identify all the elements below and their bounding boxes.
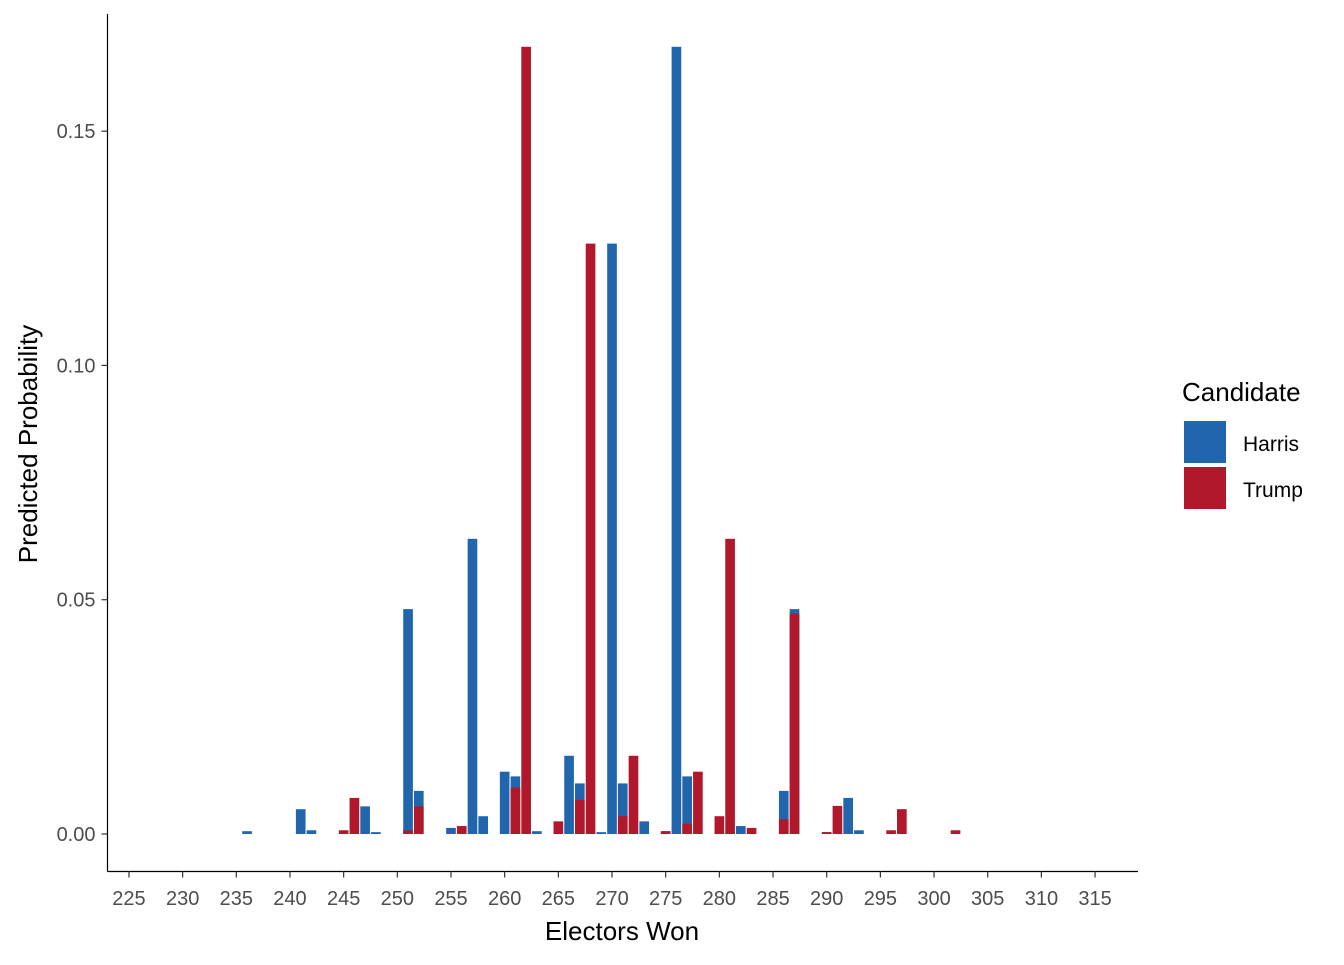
x-tick-label: 240 <box>273 888 306 910</box>
bar-harris-286 <box>778 790 789 835</box>
legend-swatch-trump <box>1184 467 1226 509</box>
bar-harris-248 <box>371 832 381 835</box>
bar-harris-255 <box>446 827 456 835</box>
bar-trump-291 <box>832 805 843 835</box>
x-tick-label: 295 <box>864 888 897 910</box>
bar-harris-282 <box>736 826 746 835</box>
bar-trump-261 <box>510 787 521 835</box>
x-tick-label: 290 <box>810 888 843 910</box>
bar-trump-286 <box>778 819 789 835</box>
bar-harris-292 <box>843 797 853 835</box>
legend: Candidate Harris Trump <box>1182 377 1303 509</box>
bar-trump-267 <box>574 799 585 835</box>
bar-harris-241 <box>295 809 306 835</box>
bar-trump-262 <box>521 46 531 835</box>
bar-harris-257 <box>467 538 478 835</box>
x-tick-label: 235 <box>220 888 253 910</box>
x-tick-label: 230 <box>166 888 199 910</box>
legend-swatch-harris <box>1184 421 1226 463</box>
bar-trump-297 <box>897 809 907 835</box>
bar-harris-270 <box>607 243 617 835</box>
bar-trump-272 <box>628 755 639 835</box>
bar-harris-258 <box>478 816 489 835</box>
bar-harris-276 <box>671 46 682 835</box>
x-ticks: 225 230 235 240 245 250 255 260 265 270 275 280 285 2… <box>112 871 1112 910</box>
bar-trump-245 <box>338 830 349 835</box>
bar-trump-275 <box>660 831 671 835</box>
y-tick-label: 0.15 <box>57 121 96 143</box>
legend-title: Candidate <box>1182 377 1301 407</box>
x-tick-label: 255 <box>434 888 467 910</box>
bar-trump-283 <box>746 827 757 835</box>
x-tick-label: 300 <box>917 888 950 910</box>
y-axis-title: Predicted Probability <box>13 325 43 563</box>
bar-trump-296 <box>886 830 896 835</box>
x-tick-label: 280 <box>703 888 736 910</box>
bar-harris-251 <box>403 609 413 835</box>
x-tick-label: 245 <box>327 888 360 910</box>
x-tick-label: 315 <box>1078 888 1111 910</box>
bar-harris-277 <box>682 776 692 835</box>
bar-trump-256 <box>456 826 467 835</box>
bar-trump-277 <box>682 823 692 835</box>
bar-harris-236 <box>242 831 252 835</box>
x-tick-label: 260 <box>488 888 521 910</box>
x-tick-label: 285 <box>756 888 789 910</box>
bar-harris-293 <box>854 830 864 835</box>
bar-harris-271 <box>617 783 628 835</box>
bar-trump-246 <box>349 797 360 835</box>
bar-harris-263 <box>532 831 542 835</box>
bar-trump-281 <box>725 538 735 835</box>
bar-trump-271 <box>617 816 628 835</box>
bar-harris-266 <box>564 755 574 835</box>
y-tick-label: 0.00 <box>57 824 96 846</box>
x-tick-label: 265 <box>542 888 575 910</box>
x-tick-label: 250 <box>381 888 414 910</box>
bar-trump-251 <box>403 830 413 835</box>
x-tick-label: 225 <box>112 888 145 910</box>
y-tick-label: 0.05 <box>57 590 96 612</box>
bar-trump-290 <box>821 832 832 835</box>
bar-harris-260 <box>499 771 510 835</box>
bar-trump-280 <box>714 816 725 835</box>
x-axis-title: Electors Won <box>545 916 699 946</box>
bar-harris-273 <box>639 821 650 835</box>
x-tick-label: 310 <box>1025 888 1058 910</box>
x-tick-label: 305 <box>971 888 1004 910</box>
legend-label-trump: Trump <box>1243 479 1303 502</box>
axes-layer <box>106 14 1138 873</box>
bar-harris-247 <box>360 806 370 835</box>
bar-trump-252 <box>413 806 424 835</box>
bar-trump-265 <box>553 821 564 835</box>
bar-trump-287 <box>789 613 800 835</box>
x-tick-label: 270 <box>595 888 628 910</box>
bar-trump-278 <box>693 771 703 835</box>
x-tick-label: 275 <box>649 888 682 910</box>
bars-layer <box>242 46 961 835</box>
y-tick-label: 0.10 <box>57 355 96 377</box>
legend-label-harris: Harris <box>1243 433 1299 456</box>
bar-trump-268 <box>585 243 596 835</box>
bar-harris-269 <box>596 832 607 835</box>
y-ticks: 0.00 0.05 0.10 0.15 <box>57 121 108 846</box>
bar-harris-242 <box>306 830 317 835</box>
bar-trump-302 <box>950 830 961 835</box>
